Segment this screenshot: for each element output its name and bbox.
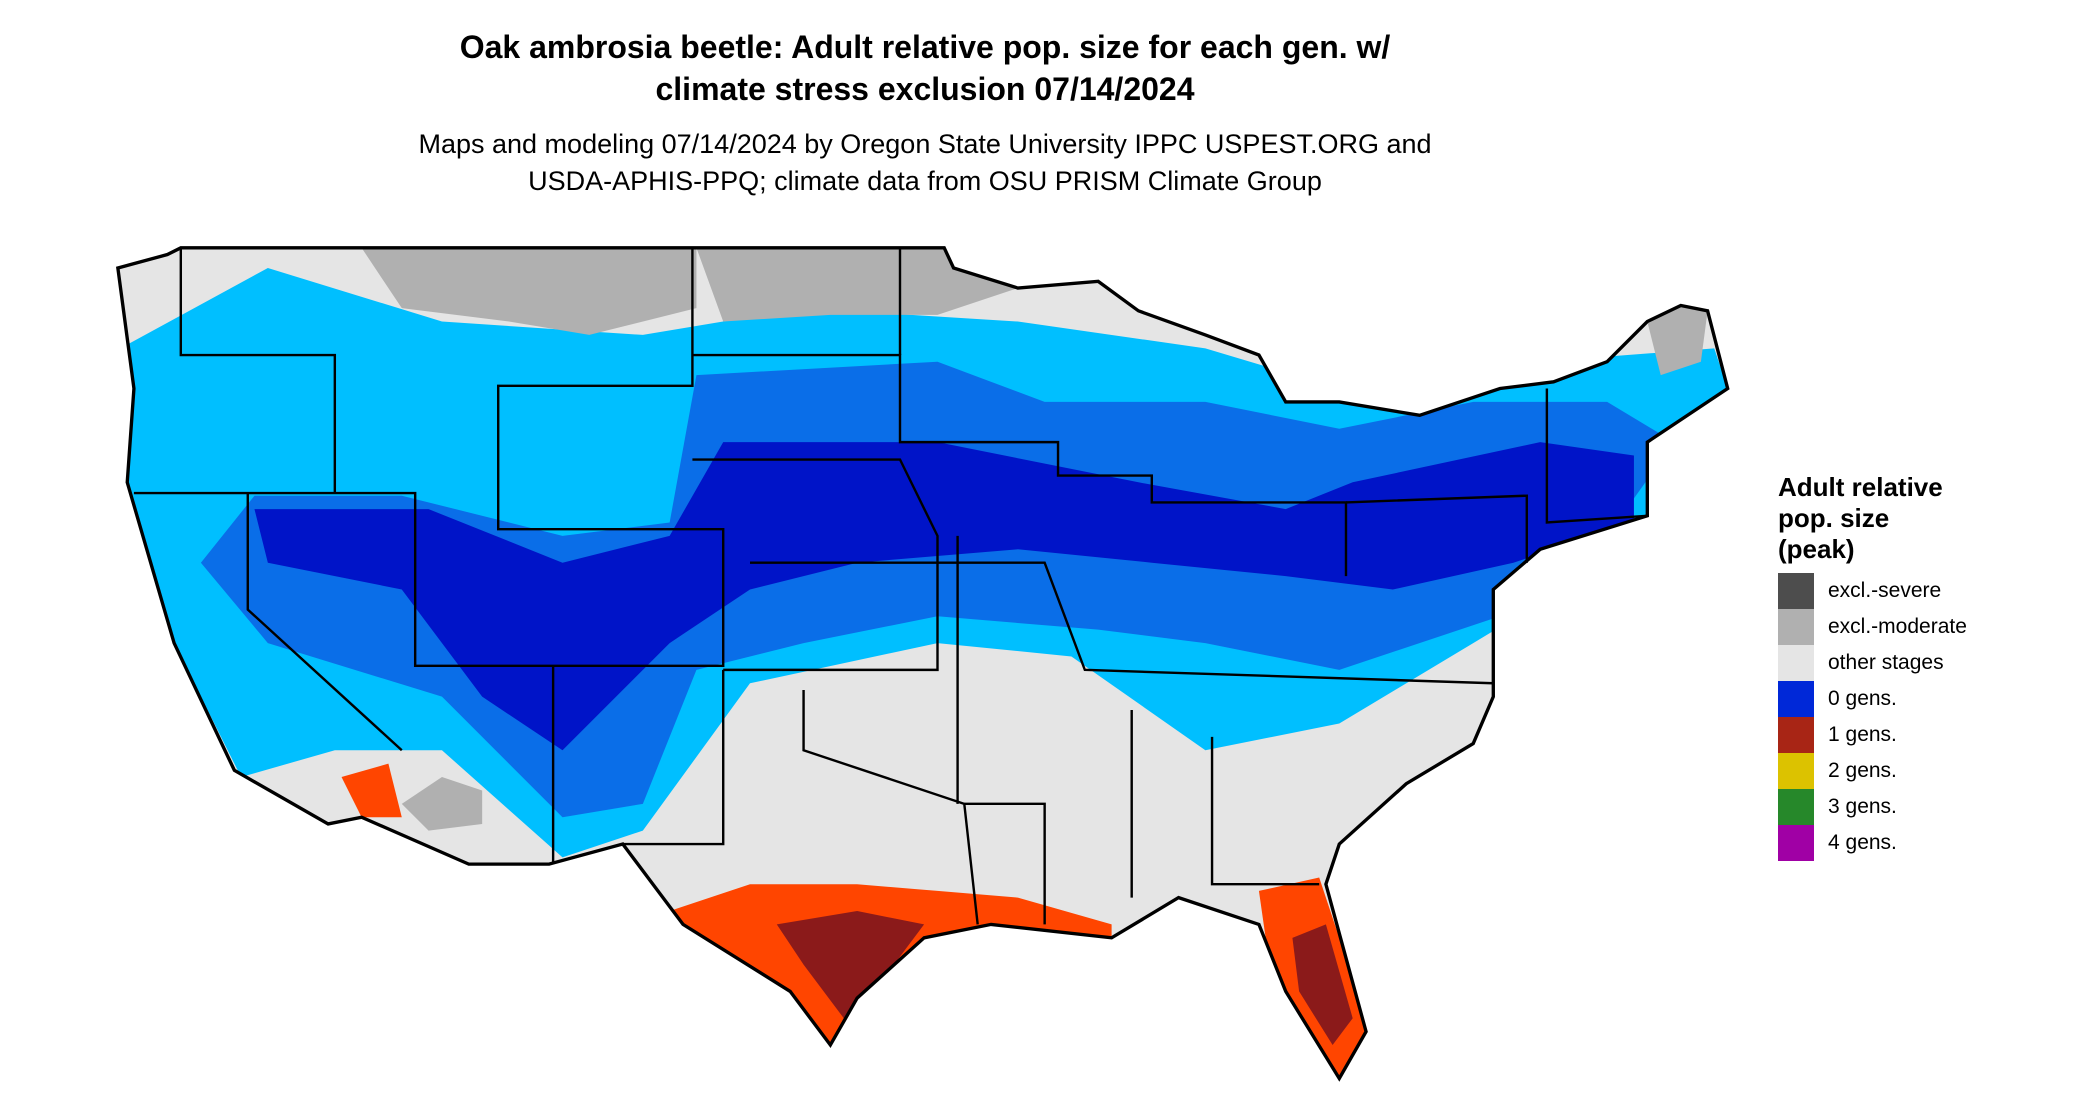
legend-label: 2 gens. [1828, 759, 1897, 782]
legend-swatch [1778, 681, 1814, 717]
subtitle-line-1: Maps and modeling 07/14/2024 by Oregon S… [418, 129, 1432, 159]
legend-label: 3 gens. [1828, 795, 1897, 818]
subtitle-line-2: USDA-APHIS-PPQ; climate data from OSU PR… [528, 166, 1322, 196]
legend-swatch [1778, 645, 1814, 681]
legend-swatch [1778, 573, 1814, 609]
legend-item: 1 gens. [1778, 717, 2038, 753]
legend-swatch [1778, 717, 1814, 753]
region-excl-moderate-maine [1647, 305, 1708, 376]
region-dark-red-texas [776, 911, 925, 1019]
legend-label: other stages [1828, 651, 1944, 674]
region-dark-red-florida [1292, 924, 1353, 1045]
legend-title-line-2: pop. size [1778, 503, 1890, 533]
legend-label: excl.-severe [1828, 579, 1942, 602]
state-borders [133, 247, 1648, 925]
legend-item: other stages [1778, 645, 2038, 681]
region-excl-moderate-north [361, 247, 697, 335]
legend-swatch [1778, 789, 1814, 825]
legend-label: 4 gens. [1828, 831, 1897, 854]
region-orange-arizona [341, 763, 402, 818]
region-excl-moderate-northeast [696, 247, 1018, 322]
legend-title-line-1: Adult relative [1778, 472, 1943, 502]
legend-label: 1 gens. [1828, 723, 1897, 746]
legend-item: excl.-severe [1778, 573, 2038, 609]
map-title: Oak ambrosia beetle: Adult relative pop.… [0, 26, 1850, 110]
legend-item: 0 gens. [1778, 681, 2038, 717]
map-subtitle: Maps and modeling 07/14/2024 by Oregon S… [0, 126, 1850, 200]
legend-swatch [1778, 825, 1814, 861]
legend-title: Adult relative pop. size (peak) [1778, 472, 2038, 565]
title-line-2: climate stress exclusion 07/14/2024 [655, 71, 1195, 107]
legend-label: 0 gens. [1828, 687, 1897, 710]
legend-title-line-3: (peak) [1778, 534, 1855, 564]
title-line-1: Oak ambrosia beetle: Adult relative pop.… [459, 29, 1391, 65]
legend-item: excl.-moderate [1778, 609, 2038, 645]
legend-label: excl.-moderate [1828, 615, 1967, 638]
region-dark-blue [254, 442, 1634, 751]
legend-item: 4 gens. [1778, 825, 2038, 861]
legend-swatch [1778, 753, 1814, 789]
legend-swatch [1778, 609, 1814, 645]
legend-item: 2 gens. [1778, 753, 2038, 789]
legend: Adult relative pop. size (peak) excl.-se… [1778, 472, 2038, 861]
legend-item: 3 gens. [1778, 789, 2038, 825]
region-excl-moderate-southwest [401, 777, 483, 831]
legend-items: excl.-severe excl.-moderate other stages 0 … [1778, 573, 2038, 861]
